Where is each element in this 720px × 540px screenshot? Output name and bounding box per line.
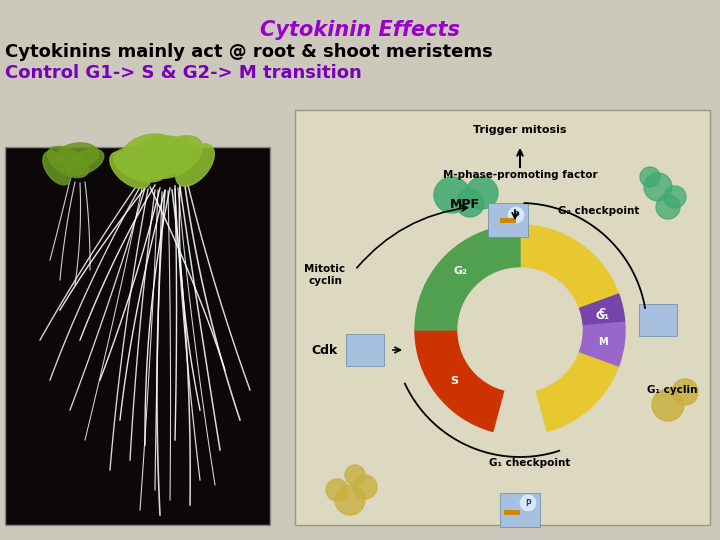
Text: S: S <box>450 376 458 387</box>
Circle shape <box>326 479 348 501</box>
Circle shape <box>644 173 672 201</box>
Wedge shape <box>415 225 520 330</box>
Circle shape <box>640 167 660 187</box>
Ellipse shape <box>176 144 215 186</box>
Ellipse shape <box>122 134 174 166</box>
Circle shape <box>458 268 582 392</box>
Circle shape <box>508 207 524 223</box>
Circle shape <box>466 177 498 209</box>
Text: Mitotic
cyclin: Mitotic cyclin <box>305 264 346 286</box>
FancyBboxPatch shape <box>295 110 710 525</box>
Text: M: M <box>598 336 608 347</box>
Text: Trigger mitosis: Trigger mitosis <box>473 125 567 135</box>
Circle shape <box>345 465 365 485</box>
Circle shape <box>520 495 536 511</box>
Text: C: C <box>598 308 606 318</box>
Text: MPF: MPF <box>450 199 480 212</box>
Circle shape <box>353 475 377 499</box>
FancyBboxPatch shape <box>500 493 540 527</box>
Wedge shape <box>578 321 625 366</box>
FancyBboxPatch shape <box>488 203 528 237</box>
Text: P: P <box>525 498 531 508</box>
Text: G₁ cyclin: G₁ cyclin <box>647 385 697 395</box>
Wedge shape <box>578 294 625 325</box>
FancyBboxPatch shape <box>504 510 520 515</box>
Text: G₂ checkpoint: G₂ checkpoint <box>558 206 639 216</box>
Text: Control G1-> S & G2-> M transition: Control G1-> S & G2-> M transition <box>5 64 361 82</box>
FancyBboxPatch shape <box>5 147 270 525</box>
FancyBboxPatch shape <box>500 218 516 223</box>
Text: G₁: G₁ <box>595 310 609 321</box>
Ellipse shape <box>143 136 193 164</box>
Text: G₂: G₂ <box>454 266 468 276</box>
FancyBboxPatch shape <box>639 304 677 336</box>
Circle shape <box>672 379 698 405</box>
Wedge shape <box>415 330 504 431</box>
Text: Cytokinin Effects: Cytokinin Effects <box>260 20 460 40</box>
Circle shape <box>656 195 680 219</box>
Circle shape <box>664 186 686 208</box>
Ellipse shape <box>43 151 71 185</box>
Ellipse shape <box>114 148 166 182</box>
Text: P: P <box>513 211 519 219</box>
Ellipse shape <box>48 146 89 178</box>
Ellipse shape <box>148 136 202 178</box>
Ellipse shape <box>66 149 104 175</box>
Ellipse shape <box>123 140 187 179</box>
Ellipse shape <box>110 152 150 188</box>
FancyBboxPatch shape <box>346 334 384 366</box>
Circle shape <box>456 189 484 217</box>
FancyBboxPatch shape <box>0 0 720 150</box>
Text: M-phase-promoting factor: M-phase-promoting factor <box>443 170 598 180</box>
Text: G₁ checkpoint: G₁ checkpoint <box>490 458 571 468</box>
Circle shape <box>335 485 365 515</box>
Circle shape <box>652 389 684 421</box>
Text: Cdk: Cdk <box>312 343 338 356</box>
Circle shape <box>434 177 470 213</box>
Wedge shape <box>520 225 625 431</box>
Text: Cytokinins mainly act @ root & shoot meristems: Cytokinins mainly act @ root & shoot mer… <box>5 43 492 61</box>
Ellipse shape <box>57 143 99 167</box>
